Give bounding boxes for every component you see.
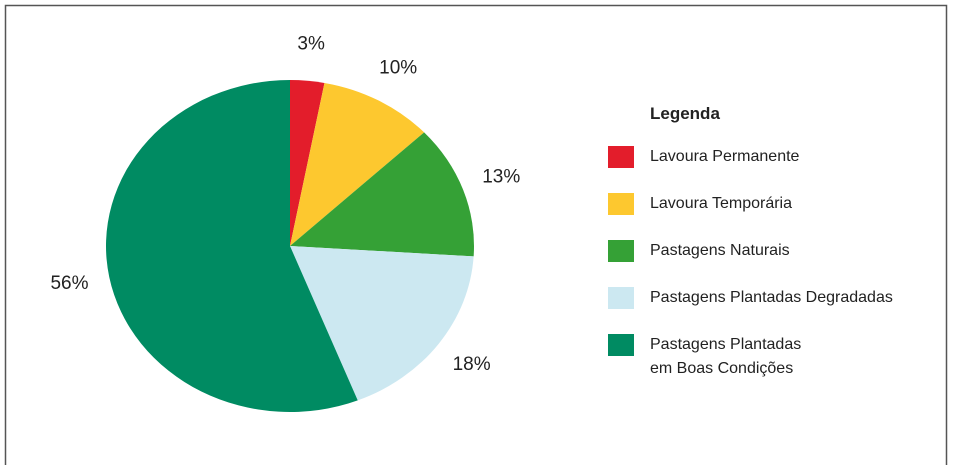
legend-label: Pastagens Naturais (650, 242, 790, 259)
pie-slice (106, 80, 358, 412)
legend-swatch (608, 287, 634, 309)
pie-slice (290, 80, 325, 246)
legend-item: Lavoura Temporária (608, 193, 893, 216)
legend-item: Pastagens Plantadas Degradadas (608, 287, 893, 310)
data-label: 18% (453, 354, 491, 375)
pie-slice (290, 82, 425, 247)
data-label: 10% (379, 58, 417, 79)
frame (4, 4, 948, 465)
data-label: 56% (50, 273, 88, 294)
legend-item: Pastagens Naturais (608, 240, 893, 263)
legend-item: Lavoura Permanente (608, 146, 893, 169)
legend-swatch (608, 146, 634, 168)
pie-slice (290, 132, 475, 257)
data-label: 13% (482, 166, 520, 187)
legend-label: Lavoura Permanente (650, 148, 800, 165)
legend-label: Pastagens Plantadas em Boas Condições (650, 336, 802, 377)
legend-title: Legenda (650, 104, 720, 123)
legend-item: Pastagens Plantadas em Boas Condições (608, 334, 893, 381)
pie-slice (290, 246, 474, 401)
data-label: 3% (297, 33, 325, 54)
legend-swatch (608, 193, 634, 215)
legend-swatch (608, 240, 634, 262)
legend: Legenda Lavoura Permanente Lavoura Tempor… (608, 104, 893, 405)
legend-label: Lavoura Temporária (650, 195, 793, 212)
legend-swatch (608, 334, 634, 356)
legend-label: Pastagens Plantadas Degradadas (650, 289, 893, 306)
